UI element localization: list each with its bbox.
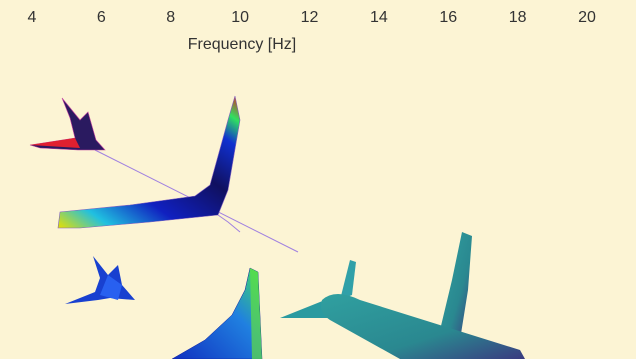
x-tick-label: 18 — [509, 9, 527, 26]
x-tick-label: 20 — [578, 9, 596, 26]
x-tick-label: 12 — [301, 9, 319, 26]
figure: 468101214161820 Frequency [Hz] (() => { … — [0, 0, 636, 359]
x-tick-label: 8 — [166, 9, 175, 26]
x-tick-label: 14 — [370, 9, 388, 26]
x-tick-label: 16 — [439, 9, 457, 26]
axis-label: Frequency [Hz] — [188, 36, 296, 53]
x-tick-label: 6 — [97, 9, 106, 26]
x-tick-label: 10 — [231, 9, 249, 26]
x-tick-label: 4 — [28, 9, 37, 26]
